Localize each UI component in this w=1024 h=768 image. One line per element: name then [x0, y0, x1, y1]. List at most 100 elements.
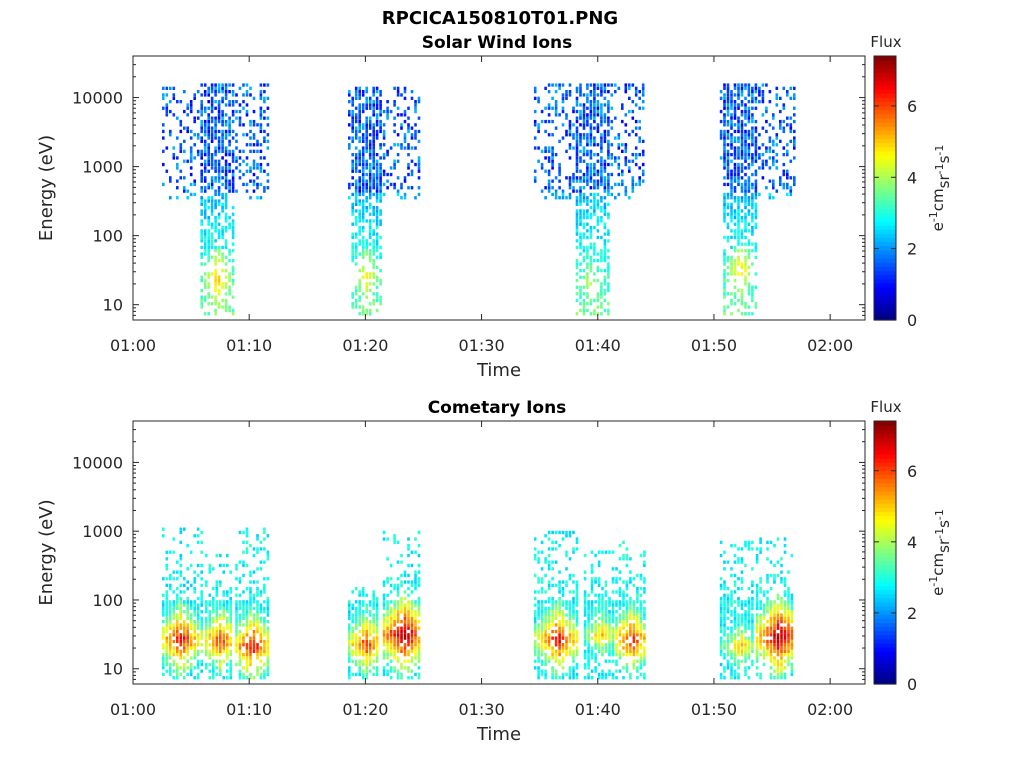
data-cell	[590, 669, 594, 673]
data-cell	[782, 106, 786, 110]
data-cell	[575, 587, 579, 591]
data-cell	[219, 616, 222, 620]
data-cell	[196, 659, 200, 663]
data-cell	[208, 649, 212, 653]
data-cell	[403, 136, 407, 140]
data-cell	[607, 172, 610, 177]
data-cell	[396, 676, 400, 680]
data-cell	[207, 116, 210, 120]
data-cell	[221, 298, 224, 303]
data-cell	[375, 162, 379, 167]
data-cell	[393, 166, 396, 170]
data-cell	[572, 666, 575, 670]
data-cell	[607, 232, 610, 236]
data-cell	[256, 537, 259, 541]
data-cell	[604, 613, 608, 617]
data-cell	[200, 659, 203, 663]
data-cell	[744, 156, 747, 160]
data-cell	[354, 288, 358, 293]
data-cell	[765, 109, 768, 114]
data-cell	[600, 199, 603, 203]
data-cell	[769, 620, 773, 624]
data-cell	[368, 312, 372, 316]
data-cell	[249, 596, 252, 601]
data-cell	[200, 583, 203, 587]
data-cell	[565, 653, 568, 657]
data-cell	[375, 646, 379, 650]
data-cell	[597, 639, 601, 644]
data-cell	[593, 298, 596, 303]
data-cell	[224, 90, 228, 94]
data-cell	[751, 600, 754, 604]
data-cell	[600, 255, 603, 259]
data-cell	[719, 136, 723, 140]
data-cell	[723, 212, 726, 216]
data-cell	[365, 172, 368, 177]
data-cell	[212, 567, 215, 571]
data-cell	[600, 182, 603, 187]
data-cell	[375, 172, 379, 177]
data-cell	[368, 162, 372, 167]
data-cell	[582, 146, 586, 150]
data-cell	[575, 129, 579, 134]
data-cell	[744, 278, 747, 283]
data-cell	[407, 603, 410, 607]
data-cell	[179, 603, 183, 607]
data-cell	[641, 169, 645, 173]
data-cell	[207, 199, 210, 203]
data-cell	[379, 129, 382, 134]
data-cell	[755, 623, 759, 627]
data-cell	[162, 610, 165, 614]
data-cell	[217, 113, 221, 117]
data-cell	[354, 616, 358, 620]
data-cell	[162, 600, 165, 604]
data-cell	[744, 626, 747, 630]
data-cell	[203, 159, 207, 163]
data-cell	[632, 613, 636, 617]
data-cell	[723, 633, 726, 637]
data-cell	[730, 235, 733, 240]
data-cell	[537, 616, 540, 620]
data-cell	[779, 139, 782, 143]
data-cell	[641, 100, 645, 104]
data-cell	[730, 216, 733, 220]
data-cell	[396, 106, 400, 110]
data-cell	[162, 182, 165, 187]
data-cell	[263, 623, 266, 627]
data-cell	[643, 560, 646, 564]
data-cell	[634, 119, 638, 124]
colorbar-step	[874, 76, 896, 82]
data-cell	[554, 656, 558, 660]
data-cell	[594, 613, 597, 617]
data-cell	[755, 616, 759, 620]
data-cell	[740, 603, 744, 607]
data-cell	[214, 288, 217, 293]
data-cell	[375, 96, 379, 100]
data-cell	[210, 295, 214, 299]
data-cell	[372, 146, 375, 150]
data-cell	[723, 129, 726, 134]
data-cell	[375, 189, 379, 193]
data-cell	[723, 209, 726, 213]
data-cell	[354, 235, 358, 240]
data-cell	[582, 109, 586, 114]
data-cell	[348, 610, 351, 614]
data-cell	[242, 606, 245, 611]
data-cell	[561, 666, 565, 670]
data-cell	[228, 189, 231, 193]
data-cell	[214, 298, 217, 303]
data-cell	[407, 610, 410, 614]
colorbar-step	[874, 80, 896, 86]
data-cell	[597, 563, 601, 568]
data-cell	[761, 90, 765, 94]
data-cell	[603, 282, 607, 286]
data-cell	[379, 166, 382, 170]
data-cell	[568, 620, 572, 624]
data-cell	[214, 216, 217, 220]
data-cell	[747, 613, 751, 617]
data-cell	[631, 83, 635, 87]
data-cell	[214, 126, 217, 130]
data-cell	[214, 282, 217, 286]
data-cell	[740, 186, 744, 190]
data-cell	[193, 620, 196, 624]
